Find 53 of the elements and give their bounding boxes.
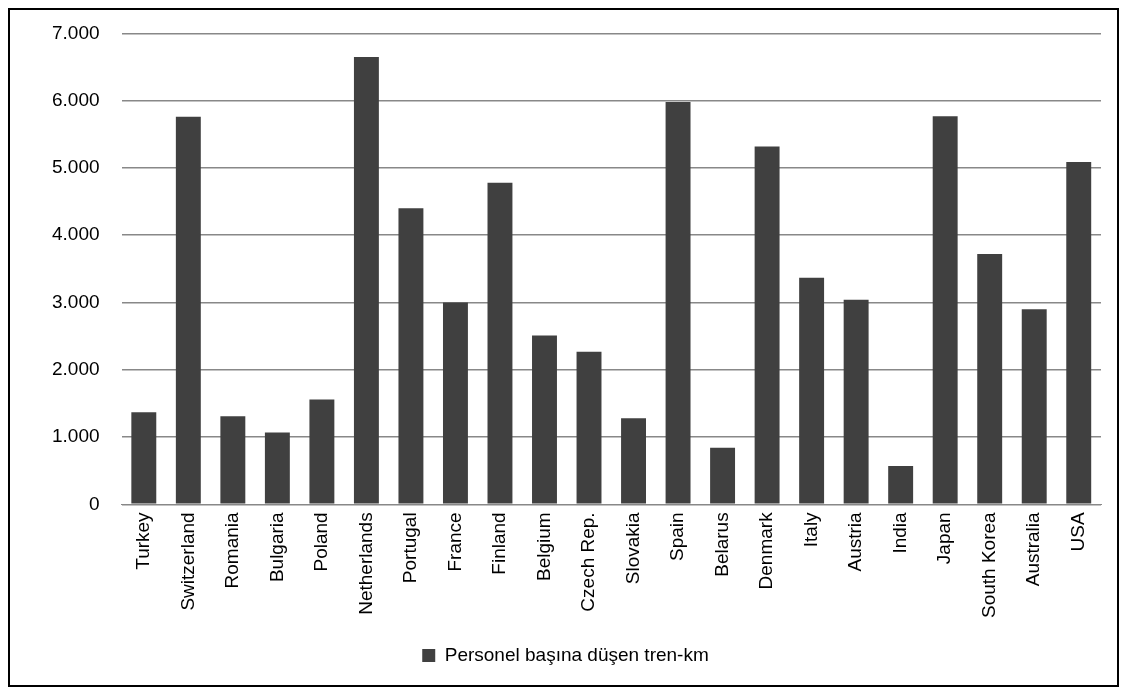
x-tick-label: Finland [488, 512, 510, 575]
x-tick-label: Bulgaria [265, 511, 287, 583]
bar [576, 351, 602, 504]
bar [220, 416, 246, 504]
y-tick-label: 3.000 [52, 290, 100, 312]
bar [932, 116, 958, 504]
bar [175, 116, 201, 504]
bar [754, 146, 780, 504]
x-tick-label: Slovakia [621, 511, 643, 585]
bar [487, 182, 513, 504]
x-tick-label: Austria [844, 511, 866, 572]
x-tick-label: Turkey [132, 511, 154, 570]
bar [309, 399, 335, 504]
y-tick-label: 5.000 [52, 156, 100, 178]
x-tick-label: Netherlands [354, 512, 376, 615]
x-tick-label: Spain [666, 512, 688, 561]
x-tick-label: Romania [221, 511, 243, 589]
bar [1021, 309, 1047, 504]
y-tick-label: 4.000 [52, 223, 100, 245]
x-tick-label: Australia [1022, 511, 1044, 587]
y-tick-label: 6.000 [52, 88, 100, 110]
x-tick-label: Poland [310, 512, 332, 572]
bar [398, 208, 424, 504]
bar [665, 102, 691, 504]
bar [353, 56, 379, 504]
x-tick-label: India [888, 511, 910, 554]
x-tick-label: Czech Rep. [577, 512, 599, 612]
x-tick-label: South Korea [977, 511, 999, 619]
bar [442, 302, 468, 504]
bar [131, 412, 157, 504]
bar [977, 254, 1003, 504]
bar [264, 432, 290, 504]
y-tick-label: 7.000 [52, 21, 100, 43]
x-tick-label: Belgium [532, 512, 554, 582]
bar [710, 447, 736, 504]
x-tick-label: Switzerland [176, 512, 198, 611]
bar [621, 418, 646, 504]
bar [888, 466, 914, 504]
x-tick-label: Portugal [399, 512, 421, 584]
bar [532, 335, 557, 504]
bar [1066, 161, 1092, 504]
x-tick-label: USA [1066, 512, 1088, 552]
x-tick-label: Denmark [755, 511, 777, 590]
x-tick-label: France [443, 512, 465, 572]
bar [799, 277, 825, 504]
bar [843, 299, 869, 504]
x-tick-label: Belarus [710, 512, 732, 577]
y-tick-label: 2.000 [52, 358, 100, 380]
y-tick-label: 1.000 [52, 425, 100, 447]
y-tick-label: 0 [88, 492, 100, 514]
x-tick-label: Japan [933, 512, 955, 565]
legend-label: Personel başına düşen tren-km [444, 643, 709, 665]
x-tick-label: Italy [799, 511, 821, 548]
